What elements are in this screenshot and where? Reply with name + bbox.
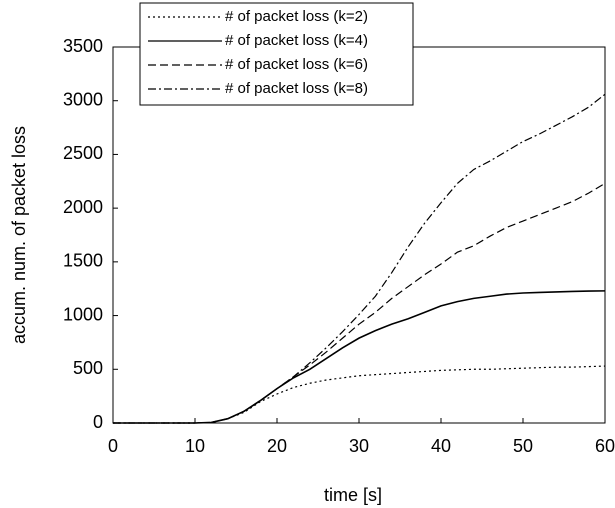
y-tick-label: 1000	[63, 304, 103, 324]
y-tick-label: 2000	[63, 197, 103, 217]
legend-box	[139, 2, 414, 106]
series-line	[113, 182, 606, 424]
y-tick-label: 500	[73, 358, 103, 378]
y-axis-label: accum. num. of packet loss	[9, 126, 29, 344]
series-line	[113, 93, 606, 424]
y-tick-label: 0	[93, 412, 103, 432]
x-tick-label: 30	[349, 436, 369, 456]
x-tick-label: 60	[595, 436, 615, 456]
legend-label: # of packet loss (k=6)	[225, 56, 368, 73]
y-tick-label: 3000	[63, 89, 103, 109]
legend-label: # of packet loss (k=8)	[225, 80, 368, 97]
x-tick-label: 40	[431, 436, 451, 456]
series-line	[113, 290, 606, 424]
series-line	[113, 365, 606, 424]
x-axis-label: time [s]	[324, 485, 382, 505]
legend-label: # of packet loss (k=2)	[225, 8, 368, 25]
y-tick-label: 2500	[63, 143, 103, 163]
x-tick-label: 10	[185, 436, 205, 456]
y-tick-label: 1500	[63, 251, 103, 271]
y-tick-label: 3500	[63, 36, 103, 56]
x-tick-label: 50	[513, 436, 533, 456]
x-tick-label: 0	[108, 436, 118, 456]
legend-label: # of packet loss (k=4)	[225, 32, 368, 49]
x-tick-label: 20	[267, 436, 287, 456]
